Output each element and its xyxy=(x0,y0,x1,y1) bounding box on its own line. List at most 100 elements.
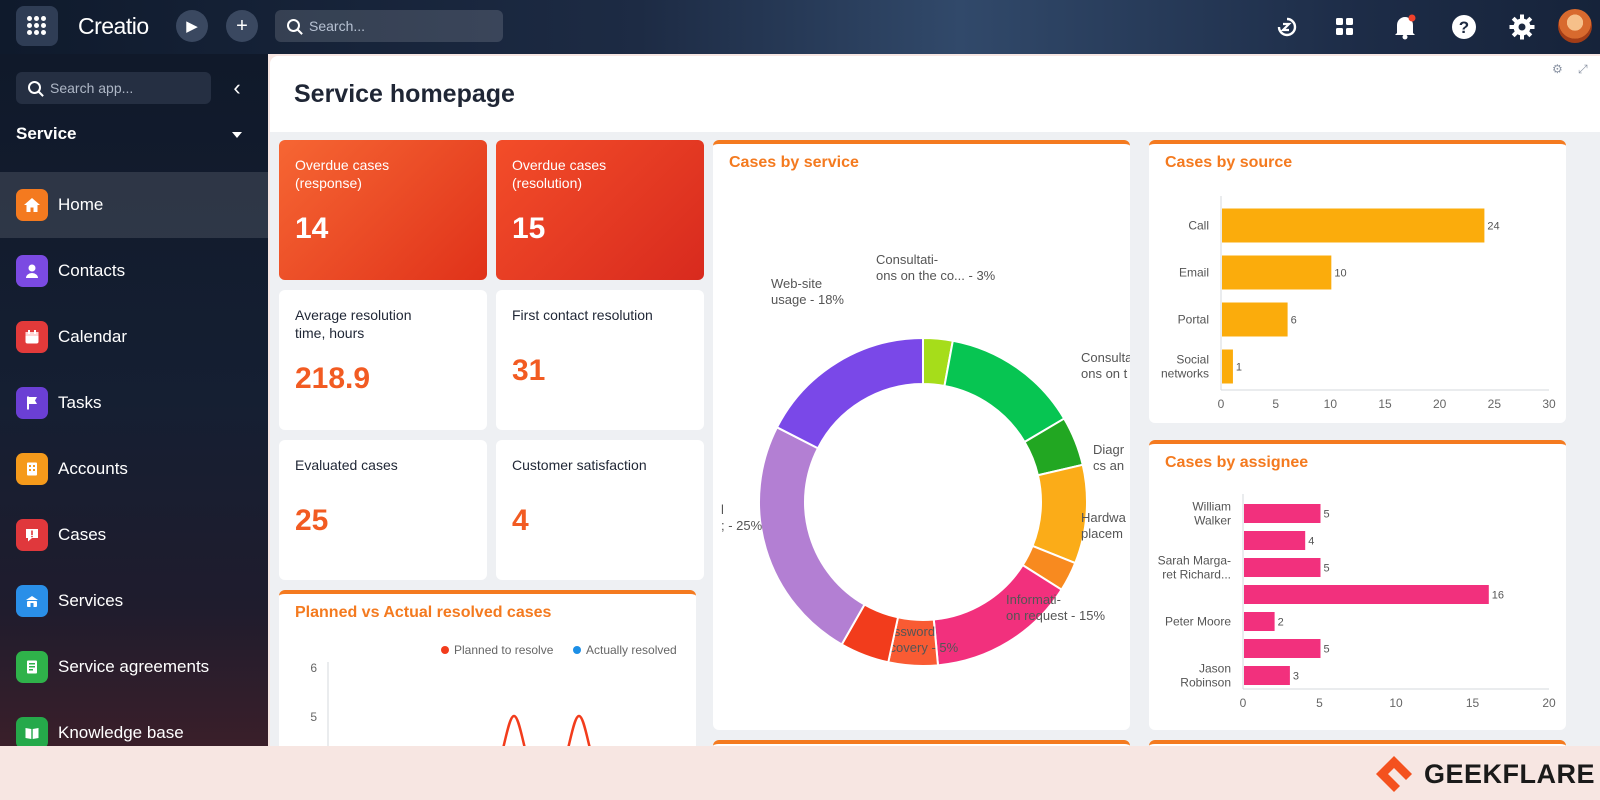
gear-icon xyxy=(1509,14,1535,40)
brand-name: GEEKFLARE xyxy=(1424,758,1596,789)
pie-label: Hardwa xyxy=(1081,510,1127,525)
search-icon xyxy=(28,81,41,94)
x-tick-label: 15 xyxy=(1466,696,1480,710)
kpi-label: Customer satisfaction xyxy=(512,457,647,473)
kpi-overdue-response[interactable]: Overdue cases (response) 14 xyxy=(279,140,487,280)
y-tick-label: 5 xyxy=(310,710,317,724)
card-title: Cases by service xyxy=(729,154,859,171)
category-label: networks xyxy=(1161,367,1209,381)
sidebar-item-accounts[interactable]: Accounts xyxy=(0,436,268,502)
app-search-input[interactable] xyxy=(50,72,200,104)
cases-by-service-card[interactable]: Cases by service Consultati-ons on the c… xyxy=(713,140,1130,730)
kpi-evaluated-cases[interactable]: Evaluated cases 25 xyxy=(279,440,487,580)
cases-by-source-card[interactable]: Cases by source 0 5 10 15 20 25 30 24 Call 10 Emai… xyxy=(1149,140,1566,423)
bar-value-label: 1 xyxy=(1236,362,1242,374)
card-title: Planned vs Actual resolved cases xyxy=(295,604,552,621)
expand-icon[interactable]: ⤢ xyxy=(1578,62,1588,76)
kpi-value: 25 xyxy=(295,504,329,537)
pie-slice xyxy=(775,336,924,450)
x-tick-label: 20 xyxy=(1433,397,1447,411)
apps-grid-button[interactable] xyxy=(16,6,58,46)
run-process-button[interactable]: ▶ xyxy=(176,10,208,42)
bar xyxy=(1222,302,1288,337)
modules-button[interactable] xyxy=(1330,12,1360,42)
sidebar-item-label: Contacts xyxy=(58,261,126,280)
kpi-first-contact-resolution[interactable]: First contact resolution 31 xyxy=(496,290,704,430)
play-icon: ▶ xyxy=(186,18,198,35)
bar-value-label: 24 xyxy=(1487,221,1499,233)
pie-label: on request - 15% xyxy=(1006,608,1105,623)
bar xyxy=(1244,639,1321,658)
ai-assistant-button[interactable] xyxy=(1272,12,1302,42)
cases-by-assignee-card[interactable]: Cases by assignee 0 5 10 15 20 5 William Walker… xyxy=(1149,440,1566,730)
bar xyxy=(1244,612,1275,631)
cases-by-service-chart: Consultati-ons on the co... - 3% Consulta… xyxy=(721,252,1130,667)
sidebar-item-service-agreements[interactable]: Service agreements xyxy=(0,634,268,700)
sidebar-item-tasks[interactable]: Tasks xyxy=(0,370,268,436)
cases-by-source-chart: 0 5 10 15 20 25 30 24 Call 10 Email 6 Portal 1 Socialn… xyxy=(1161,196,1556,411)
bar-value-label: 4 xyxy=(1308,536,1314,548)
planned-vs-actual-card[interactable]: Planned vs Actual resolved cases Planned… xyxy=(279,590,696,746)
sidebar-item-calendar[interactable]: Calendar xyxy=(0,304,268,370)
user-avatar[interactable] xyxy=(1558,9,1592,43)
dashboard-card-partial xyxy=(713,740,1130,746)
card-title: Cases by source xyxy=(1165,154,1293,171)
global-search[interactable] xyxy=(275,10,503,42)
category-label: Email xyxy=(1179,266,1209,280)
help-button[interactable]: ? xyxy=(1449,12,1479,42)
x-tick-label: 20 xyxy=(1542,696,1556,710)
settings-button[interactable] xyxy=(1507,12,1537,42)
legend-label: Planned to resolve xyxy=(454,643,554,657)
pie-label: ons on the co... - 3% xyxy=(876,268,996,283)
category-label: Peter Moore xyxy=(1165,615,1231,629)
sidebar-item-home[interactable]: Home xyxy=(0,172,268,238)
contact-icon xyxy=(16,255,48,287)
workspace-selector[interactable]: Service xyxy=(16,124,246,152)
x-tick-label: 10 xyxy=(1389,696,1403,710)
app-search[interactable] xyxy=(16,72,211,104)
sidebar-item-label: Home xyxy=(58,195,104,214)
kpi-customer-satisfaction[interactable]: Customer satisfaction 4 xyxy=(496,440,704,580)
sidebar-item-label: Tasks xyxy=(58,393,102,412)
chevron-down-icon xyxy=(232,132,242,138)
help-icon: ? xyxy=(1452,15,1476,39)
bar xyxy=(1222,255,1332,290)
kpi-value: 31 xyxy=(512,354,546,387)
global-search-input[interactable] xyxy=(309,10,489,42)
home-icon xyxy=(16,189,48,221)
card-title: Cases by assignee xyxy=(1165,454,1309,471)
ai-assistant-icon xyxy=(1277,17,1297,37)
pie-label: cs an xyxy=(1093,458,1124,473)
sidebar-item-label: Knowledge base xyxy=(58,723,184,742)
notifications-button[interactable] xyxy=(1390,12,1420,42)
modules-icon xyxy=(1336,18,1353,35)
sidebar-item-contacts[interactable]: Contacts xyxy=(0,238,268,304)
category-label: ret Richard... xyxy=(1162,568,1231,582)
bar-value-label: 2 xyxy=(1278,617,1284,629)
kpi-overdue-resolution[interactable]: Overdue cases (resolution) 15 xyxy=(496,140,704,280)
building-icon xyxy=(16,453,48,485)
dashboard-settings-icon[interactable]: ⚙ xyxy=(1552,62,1563,76)
legend-marker xyxy=(441,646,449,654)
bar-value-label: 5 xyxy=(1324,509,1330,521)
alert-icon xyxy=(16,519,48,551)
kpi-label: Overdue cases (resolution) xyxy=(512,157,607,191)
sidebar-item-cases[interactable]: Cases xyxy=(0,502,268,568)
kpi-value: 14 xyxy=(295,212,329,245)
creatio-logo[interactable]: Creatio xyxy=(78,13,149,39)
kpi-label: First contact resolution xyxy=(512,307,653,323)
sidebar-item-label: Cases xyxy=(58,525,107,544)
pie-label: placem xyxy=(1081,526,1123,541)
sidebar-item-knowledge-base[interactable]: Knowledge base xyxy=(0,700,268,766)
bar-value-label: 5 xyxy=(1324,644,1330,656)
add-button[interactable]: + xyxy=(226,10,258,42)
bar xyxy=(1244,666,1290,685)
kpi-average-resolution-time[interactable]: Average resolution time, hours 218.9 xyxy=(279,290,487,430)
category-label: William xyxy=(1192,500,1231,514)
collapse-sidebar-button[interactable]: ‹ xyxy=(226,76,248,100)
sidebar-item-services[interactable]: Services xyxy=(0,568,268,634)
pie-label: ; - 25% xyxy=(721,518,763,533)
pie-label: Web-site xyxy=(771,276,822,291)
bar xyxy=(1222,208,1485,243)
